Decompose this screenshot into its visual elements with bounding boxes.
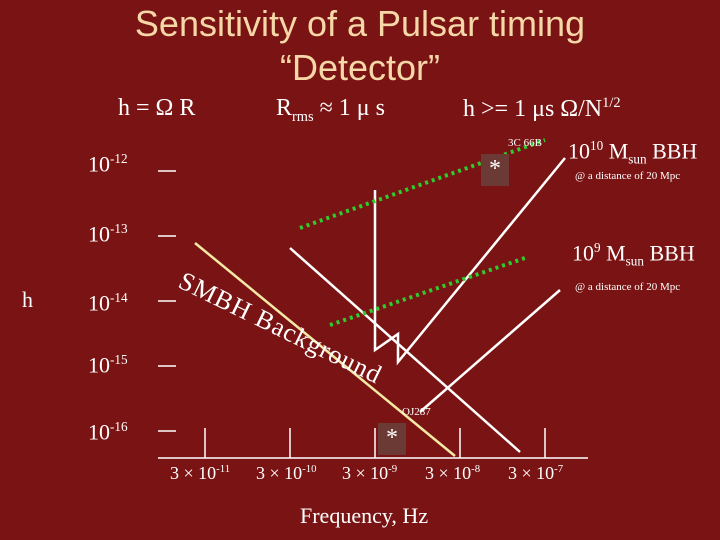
y-axis-label: h	[22, 287, 33, 312]
y-tick-label: 10-13	[88, 221, 128, 247]
y-tick-label: 10-15	[88, 352, 128, 378]
bbh-1e9-curve	[289, 247, 521, 453]
bbh-1e9-label: 109 Msun BBH	[572, 240, 695, 269]
y-tick-label: 10-16	[88, 419, 128, 445]
sensitivity-line-upper	[299, 138, 546, 230]
y-tick-label: 10-12	[88, 151, 128, 177]
bbh-1e10-curve	[373, 157, 566, 366]
x-tick-label: 3 × 10-9	[342, 463, 398, 483]
title-line-2: “Detector”	[279, 47, 441, 88]
x-tick-label: 3 × 10-10	[256, 463, 317, 483]
source-3c66b-label: 3C 66B	[508, 137, 542, 149]
bbh-1e10-distance: @ a distance of 20 Mpc	[575, 170, 681, 182]
x-tick-label: 3 × 10-11	[170, 463, 231, 483]
equation-rrms: Rrms ≈ 1 μ s	[276, 95, 385, 125]
title-line-1: Sensitivity of a Pulsar timing	[134, 3, 586, 44]
bbh-1e9-distance: @ a distance of 20 Mpc	[575, 281, 681, 293]
smbh-background-line	[194, 242, 456, 457]
y-tick-label: 10-14	[88, 290, 128, 316]
equation-h-bound: h >= 1 μs Ω/N1/2	[463, 95, 621, 122]
x-tick-label: 3 × 10-7	[508, 463, 564, 483]
bbh-1e9-upper	[419, 289, 561, 413]
sensitivity-line-lower	[329, 256, 526, 327]
x-tick-label: 3 × 10-8	[425, 463, 481, 483]
source-oj287-label: OJ287	[402, 406, 431, 418]
bbh-1e10-label: 1010 Msun BBH	[568, 138, 698, 167]
equation-h: h = Ω R	[118, 95, 196, 121]
source-3c66b-marker: *	[481, 154, 509, 186]
source-oj287-marker: *	[378, 423, 406, 455]
x-axis-label: Frequency, Hz	[300, 503, 429, 528]
